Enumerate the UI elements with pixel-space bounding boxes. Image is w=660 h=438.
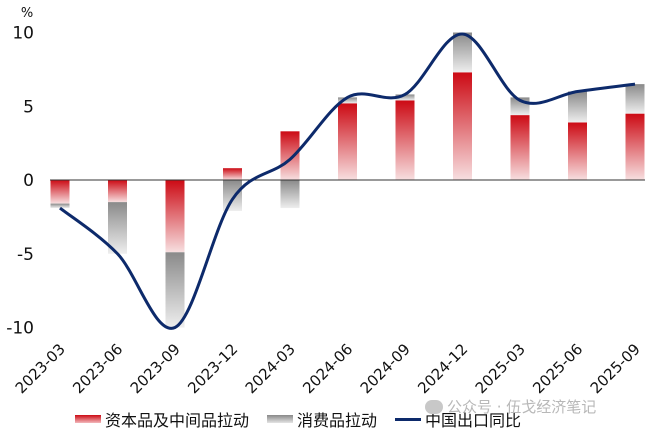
x-tick-label: 2024-12 [414,340,471,397]
red-swatch-icon [75,415,101,423]
x-tick-label: 2024-06 [299,340,356,397]
gray-swatch-icon [267,415,294,423]
y-unit-label: % [21,6,33,21]
y-tick-label: -10 [6,319,34,339]
x-tick-label: 2025-03 [472,340,529,397]
bar-consumer [50,203,70,209]
export-yoy-line [59,32,636,330]
bar-consumer [280,180,300,209]
x-tick-label: 2025-09 [587,340,644,397]
x-tick-label: 2025-06 [529,340,586,397]
x-tick-label: 2023-09 [127,340,184,397]
bar-capital [453,72,472,180]
bar-consumer [453,32,472,73]
bar-capital [223,168,242,180]
x-tick-label: 2024-09 [357,340,414,397]
y-tick-label: -5 [17,245,34,265]
bar-consumer [395,94,415,101]
bars [50,32,645,328]
y-tick-label: 0 [23,171,34,191]
x-tick-label: 2023-12 [184,340,241,397]
bar-capital [50,180,70,204]
bar-capital [625,113,645,180]
bar-capital [395,100,415,180]
line-swatch-icon [395,417,422,421]
bar-capital [165,180,185,253]
bar-consumer [625,84,645,114]
x-axis: 2023-03 2023-06 2023-09 2023-12 2024-03 2024-… [12,340,644,397]
legend: 资本品及中间品拉动 消费品拉动 中国出口同比 [75,408,539,430]
bar-capital [108,180,127,203]
bar-capital [280,131,300,180]
bar-capital [568,122,587,180]
x-tick-label: 2023-03 [12,340,69,397]
bar-consumer [223,180,242,211]
bar-capital [338,103,357,180]
bar-consumer [108,202,127,254]
bar-consumer [338,97,357,104]
y-tick-label: 5 [23,97,34,117]
y-tick-label: 10 [12,24,34,44]
legend-item-capital: 资本品及中间品拉动 [75,407,249,431]
bar-consumer [165,252,185,328]
bar-consumer [568,91,587,123]
legend-item-export: 中国出口同比 [395,407,521,431]
x-tick-label: 2023-06 [69,340,126,397]
legend-item-consumer: 消费品拉动 [267,407,377,431]
x-tick-label: 2024-03 [242,340,299,397]
bar-capital [510,115,530,180]
y-axis: % 10 5 0 -5 -10 [6,6,34,339]
